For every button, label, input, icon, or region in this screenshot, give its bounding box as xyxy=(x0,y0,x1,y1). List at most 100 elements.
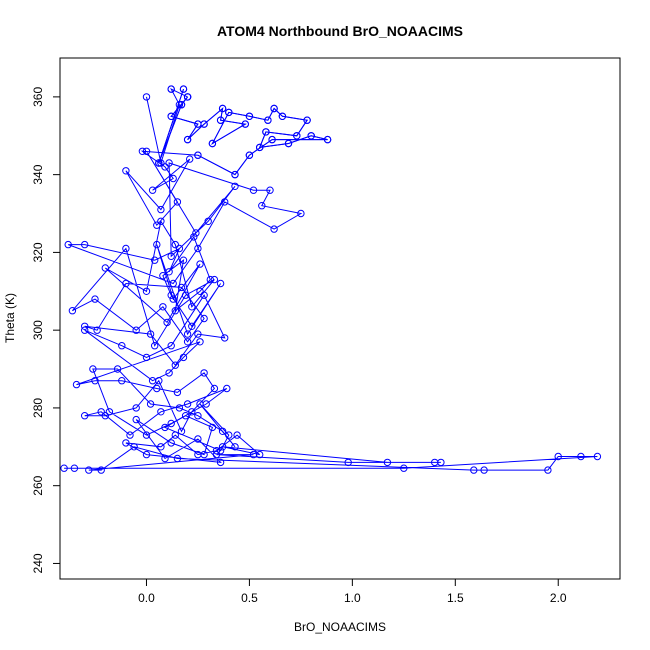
series-lines xyxy=(64,88,598,471)
data-point xyxy=(196,287,204,295)
data-point xyxy=(179,256,188,264)
data-point xyxy=(132,404,140,412)
data-point xyxy=(169,295,177,303)
data-point xyxy=(159,303,167,311)
data-point xyxy=(105,408,114,416)
data-point xyxy=(480,466,488,474)
data-point xyxy=(216,447,225,455)
data-point xyxy=(167,291,175,299)
data-point xyxy=(194,151,202,159)
data-point xyxy=(186,155,194,163)
data-point xyxy=(183,135,192,144)
y-tick-label: 280 xyxy=(31,398,45,418)
data-point xyxy=(179,353,188,362)
y-tick-label: 340 xyxy=(31,164,45,184)
data-point xyxy=(142,431,151,439)
chart-title: ATOM4 Northbound BrO_NOAACIMS xyxy=(217,23,463,39)
data-point xyxy=(70,464,79,472)
y-tick-label: 300 xyxy=(31,320,45,340)
data-point xyxy=(400,464,408,472)
data-point xyxy=(165,369,173,377)
data-point xyxy=(60,464,68,472)
data-point xyxy=(132,326,140,334)
data-point xyxy=(194,412,202,420)
data-point xyxy=(165,268,173,276)
data-point xyxy=(231,182,239,191)
y-tick-label: 260 xyxy=(31,475,45,495)
data-point xyxy=(577,452,585,461)
data-point xyxy=(175,101,184,109)
data-point xyxy=(169,174,177,183)
data-point xyxy=(204,217,212,226)
data-point xyxy=(270,104,278,113)
data-point xyxy=(181,291,190,299)
data-point xyxy=(233,431,241,439)
data-point xyxy=(200,120,208,128)
data-point xyxy=(81,326,89,334)
data-point xyxy=(383,458,392,467)
data-point xyxy=(148,186,157,194)
data-point xyxy=(122,167,130,175)
data-point xyxy=(171,361,180,369)
data-point xyxy=(179,85,188,93)
data-point xyxy=(122,279,130,288)
x-tick-label: 0.0 xyxy=(138,591,155,605)
data-point xyxy=(167,419,175,428)
x-tick-label: 1.0 xyxy=(344,591,361,605)
data-point xyxy=(200,291,208,299)
data-point xyxy=(159,272,167,280)
data-point xyxy=(241,120,250,128)
data-point xyxy=(554,452,562,461)
y-axis-label: Theta (K) xyxy=(3,293,17,343)
data-point xyxy=(256,143,264,152)
data-point xyxy=(206,275,215,284)
data-point xyxy=(231,443,239,451)
data-point xyxy=(171,240,180,249)
data-point xyxy=(130,443,138,451)
data-point xyxy=(175,404,184,412)
data-point xyxy=(153,384,161,393)
plot-frame xyxy=(59,57,621,580)
data-point xyxy=(175,244,184,253)
y-axis: 240 260 280 300 320 340 360 xyxy=(31,87,61,573)
x-axis-label: BrO_NOAACIMS xyxy=(294,620,386,634)
data-point xyxy=(231,170,239,179)
data-point xyxy=(210,384,219,393)
data-point xyxy=(245,151,254,159)
data-point xyxy=(167,85,175,93)
data-point xyxy=(249,186,258,194)
series-line xyxy=(158,88,328,176)
data-point xyxy=(142,93,151,101)
series-points xyxy=(60,85,602,474)
data-point xyxy=(173,198,182,206)
data-point xyxy=(307,132,315,140)
data-point xyxy=(188,303,196,311)
y-tick-label: 240 xyxy=(31,553,45,573)
data-point xyxy=(146,330,155,338)
data-point xyxy=(177,283,186,292)
data-point xyxy=(181,412,190,420)
data-point xyxy=(151,342,159,350)
data-point xyxy=(167,342,175,350)
data-point xyxy=(91,377,99,385)
data-point xyxy=(196,260,204,268)
series-line xyxy=(64,88,598,471)
data-point xyxy=(165,159,173,167)
data-point xyxy=(85,466,93,474)
data-point xyxy=(161,454,169,463)
data-point xyxy=(245,112,254,121)
data-point xyxy=(196,400,204,408)
data-point xyxy=(173,388,182,397)
data-point xyxy=(101,264,110,272)
data-point xyxy=(155,159,163,167)
data-point xyxy=(323,135,332,144)
data-point xyxy=(142,287,151,295)
data-point xyxy=(303,116,311,124)
data-point xyxy=(89,365,97,373)
data-point xyxy=(151,256,159,264)
data-point xyxy=(161,163,169,171)
data-point xyxy=(196,338,204,346)
x-tick-label: 1.5 xyxy=(447,591,464,605)
data-point xyxy=(293,132,301,140)
